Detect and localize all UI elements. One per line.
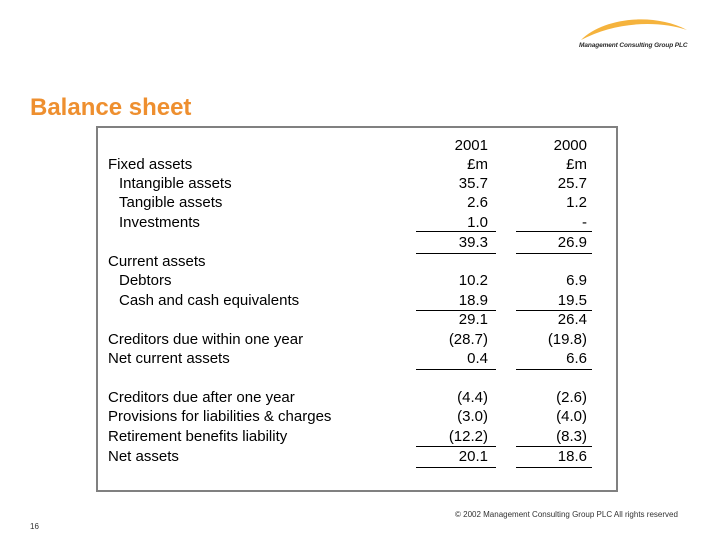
table-row-subtotal: 29.1 26.4 (98, 310, 616, 330)
table-row-total: Net assets 20.1 18.6 (98, 447, 616, 467)
value-2001: 29.1 (458, 311, 488, 328)
table-row: Net current assets 0.4 6.6 (98, 349, 616, 369)
value-2001: 18.9 (458, 292, 488, 309)
value-2001: 20.1 (458, 448, 488, 465)
value-2001: 10.2 (458, 272, 488, 289)
value-2000: 6.6 (566, 350, 587, 367)
row-label: Intangible assets (119, 175, 232, 192)
header-row-years: 2001 2000 (98, 136, 616, 156)
table-row: Intangible assets 35.7 25.7 (98, 174, 616, 194)
row-label: Provisions for liabilities & charges (108, 408, 332, 425)
copyright-notice: © 2002 Management Consulting Group PLC A… (455, 510, 678, 519)
value-2001: 1.0 (467, 214, 488, 231)
value-2000: 6.9 (566, 272, 587, 289)
table-row: Debtors 10.2 6.9 (98, 271, 616, 291)
value-2001: (3.0) (457, 408, 488, 425)
logo-text: Management Consulting Group PLC (579, 42, 688, 49)
row-label: Tangible assets (119, 194, 223, 211)
row-label: Retirement benefits liability (108, 428, 288, 445)
slide-title: Balance sheet (30, 94, 192, 121)
underline (416, 369, 496, 370)
value-2001: 35.7 (458, 175, 488, 192)
row-label: Creditors due within one year (108, 331, 304, 348)
header-unit-c1: £m (467, 156, 488, 173)
value-2000: (2.6) (556, 389, 587, 406)
page-number: 16 (30, 522, 39, 531)
value-2000: 18.6 (557, 448, 587, 465)
table-row: Creditors due after one year (4.4) (2.6) (98, 388, 616, 408)
underline (416, 310, 496, 311)
row-label: Net current assets (108, 350, 230, 367)
value-2000: 1.2 (566, 194, 587, 211)
value-2000: (19.8) (547, 331, 587, 348)
value-2001: (4.4) (457, 389, 488, 406)
value-2000: 26.4 (557, 311, 587, 328)
underline (416, 231, 496, 232)
value-2000: (8.3) (556, 428, 587, 445)
row-label: Current assets (108, 253, 206, 270)
row-label: Fixed assets (108, 156, 193, 173)
value-2000: 19.5 (557, 292, 587, 309)
value-2000: (4.0) (556, 408, 587, 425)
value-2001: (28.7) (448, 331, 488, 348)
underline (416, 446, 496, 447)
row-label: Investments (119, 214, 200, 231)
value-2001: 0.4 (467, 350, 488, 367)
value-2001: 39.3 (458, 234, 488, 251)
row-label: Debtors (119, 272, 172, 289)
value-2001: 2.6 (467, 194, 488, 211)
underline (416, 467, 496, 468)
table-row: Cash and cash equivalents 18.9 19.5 (98, 291, 616, 311)
underline (516, 369, 592, 370)
value-2000: - (582, 214, 587, 231)
table-row: Retirement benefits liability (12.2) (8.… (98, 427, 616, 447)
value-2001: (12.2) (448, 428, 488, 445)
table-row-subtotal: 39.3 26.9 (98, 233, 616, 253)
company-logo: Management Consulting Group PLC (575, 14, 695, 54)
table-row: Creditors due within one year (28.7) (19… (98, 330, 616, 350)
value-2000: 26.9 (557, 234, 587, 251)
logo-swoosh-icon (581, 19, 687, 40)
underline (516, 253, 592, 254)
header-row-units: Fixed assets £m £m (98, 155, 616, 175)
table-row: Investments 1.0 - (98, 213, 616, 233)
row-label: Cash and cash equivalents (119, 292, 300, 309)
header-year-2001: 2001 (454, 137, 488, 154)
underline (516, 231, 592, 232)
value-2000: 25.7 (557, 175, 587, 192)
row-label: Creditors due after one year (108, 389, 295, 406)
underline (516, 310, 592, 311)
balance-sheet-table: 2001 2000 Fixed assets £m £m Intangible … (96, 126, 618, 492)
table-row: Provisions for liabilities & charges (3.… (98, 407, 616, 427)
underline (416, 253, 496, 254)
underline (516, 467, 592, 468)
header-year-2000: 2000 (553, 137, 587, 154)
table-row-section: Current assets (98, 252, 616, 272)
table-row: Tangible assets 2.6 1.2 (98, 193, 616, 213)
header-unit-c2: £m (566, 156, 587, 173)
row-label: Net assets (108, 448, 179, 465)
underline (516, 446, 592, 447)
